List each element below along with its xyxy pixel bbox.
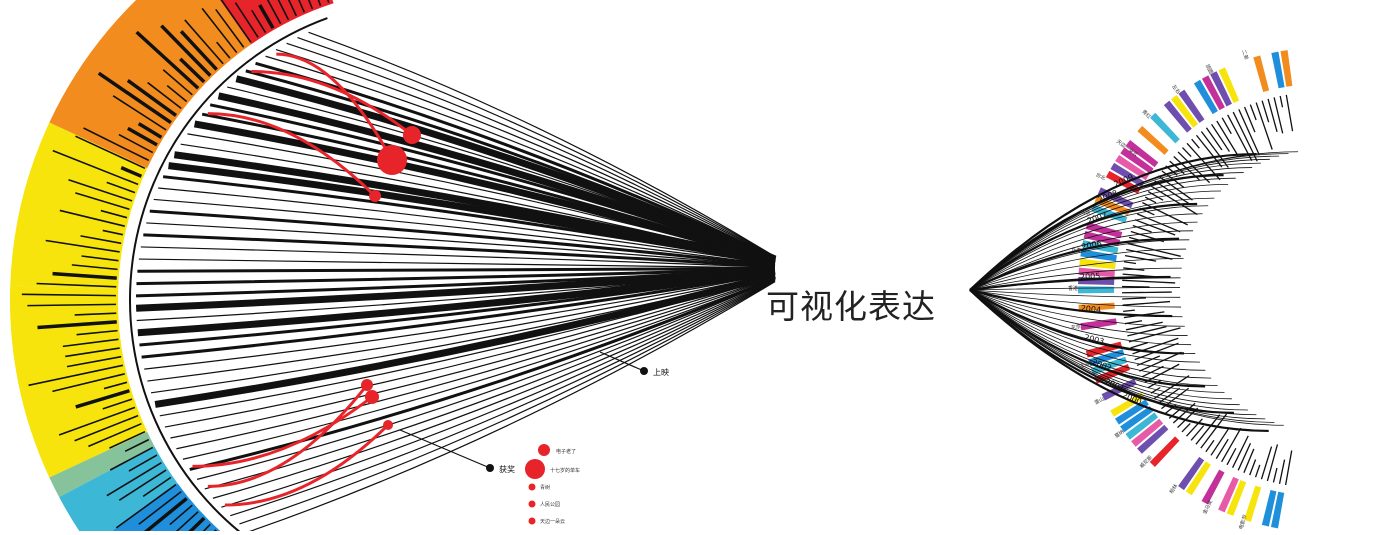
legend-dot [529,501,536,508]
right-tiny-label: 二弟 [1240,49,1250,61]
right-tick [1261,447,1271,480]
right-tiny-label: 东京 [1070,323,1081,331]
highlight-dot [403,126,421,144]
highlight-dot [365,390,379,404]
left-fan [10,0,775,531]
right-tick [1206,440,1214,451]
legend-dot [538,444,550,456]
right-tick [1233,436,1249,468]
highlight-dot [369,190,381,202]
legend-dot [525,459,545,479]
highlight-line [208,385,367,486]
right-tick [1280,460,1285,484]
legend-label: 人民公园 [540,502,560,508]
right-tick [1122,280,1175,283]
highlight-dot [377,145,407,175]
right-tick [1131,343,1148,348]
right-tiny-label: 柏林 [1168,483,1180,495]
right-tiny-label: 香港 [1068,285,1078,292]
right-tiny-label: 电影节 [1237,514,1248,530]
right-tick [1201,414,1227,448]
right-tiny-label: 青红 [1140,108,1152,120]
right-tick [1216,439,1228,458]
legend-label: 十七岁的单车 [550,467,580,474]
legend-item: 天边一朵云 [529,518,566,526]
right-tick [1245,107,1255,132]
callout-award: 获奖 [400,430,515,474]
callout-release-label: 上映 [653,367,669,377]
right-tick [1124,262,1136,264]
right-tick [1238,443,1250,470]
page-title: 可视化表达 [766,280,936,328]
callout-award-label: 获奖 [499,464,515,474]
right-tick [1182,148,1191,157]
highlight-line [192,397,372,466]
right-tick [1280,96,1282,107]
right-tick [1122,292,1172,293]
right-tick [1273,468,1276,482]
right-block [1202,470,1225,505]
highlight-dot [361,379,373,391]
right-tick [1123,302,1170,306]
right-tick [1122,298,1146,299]
legend-label: 天边一朵云 [540,518,565,525]
legend-item: 电子老了 [538,444,576,456]
right-tick [1267,444,1277,480]
legend-dot [529,518,536,525]
right-tick [1286,95,1292,131]
legend-item: 青树 [529,484,551,492]
legend-item: 人民公园 [529,501,561,509]
highlight-dot [383,420,393,430]
legend-item: 十七岁的单车 [525,459,580,479]
legend-dot [529,484,536,491]
right-tick [1286,450,1292,485]
right-tick [1256,465,1260,477]
right-tick [1182,423,1190,432]
year-arc [970,290,1184,353]
right-tick [1123,310,1135,311]
right-tiny-label: 台北 [1095,171,1107,182]
right-block [1253,55,1269,91]
right-tick [1192,139,1200,148]
legend-label: 电子老了 [556,448,576,455]
right-tick [1206,128,1222,150]
right-block [1078,286,1114,293]
right-tick [1262,101,1269,123]
right-tick [1250,105,1256,120]
right-fan: 2000200120022003200420052006200720082009… [970,49,1298,530]
right-tick [1191,426,1204,441]
right-tick [1250,460,1256,476]
right-tick [1126,250,1172,260]
legend-label: 青树 [540,484,550,491]
left-legend: 电子老了 十七岁的单车 青树 人民公园 天边一朵云 [525,444,580,525]
